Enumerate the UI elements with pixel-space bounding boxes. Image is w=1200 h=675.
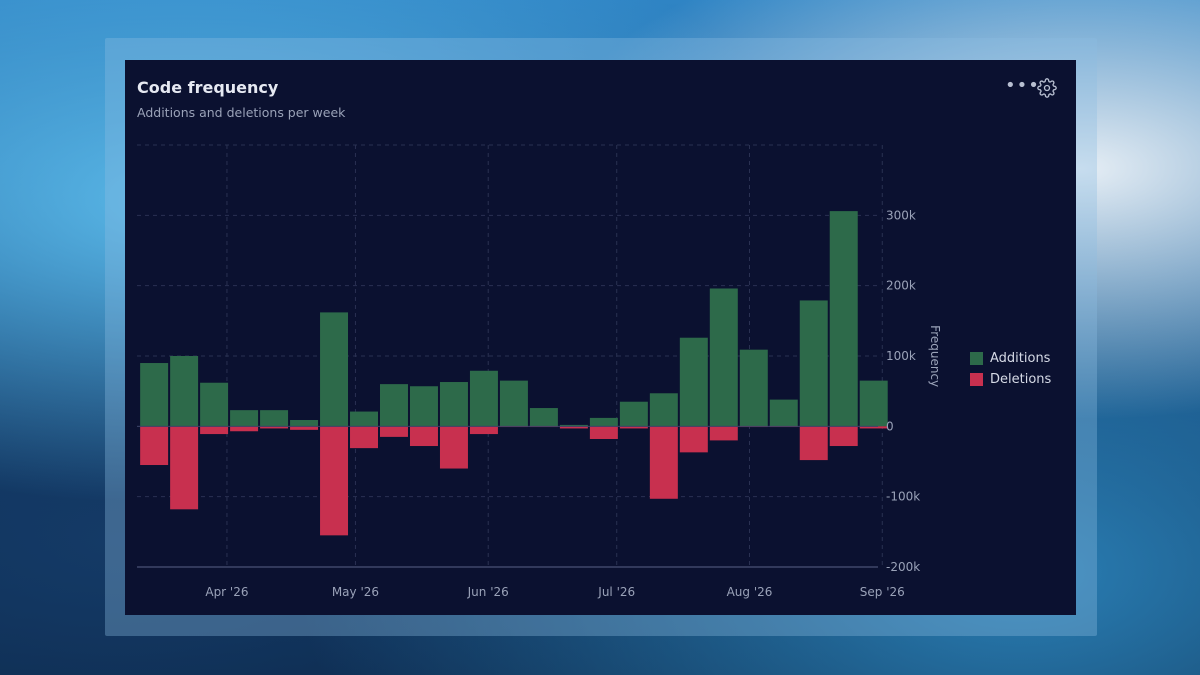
additions-bar	[439, 382, 468, 427]
additions-bar	[529, 408, 558, 427]
additions-swatch	[970, 352, 983, 365]
deletions-bar	[619, 426, 648, 429]
legend-item-deletions[interactable]: Deletions	[970, 369, 1051, 390]
deletions-bar	[799, 426, 828, 461]
legend: Additions Deletions	[970, 348, 1051, 390]
y-tick-label: 0	[886, 419, 894, 433]
deletions-bar	[649, 426, 678, 499]
legend-label-deletions: Deletions	[990, 372, 1052, 387]
additions-bar	[469, 370, 498, 427]
x-tick-label: Jul '26	[597, 585, 635, 599]
grid	[137, 144, 883, 567]
y-tick-label: 300k	[886, 208, 916, 222]
more-options-button[interactable]: •••	[1005, 76, 1039, 100]
deletions-bar	[679, 426, 708, 453]
additions-bar	[559, 424, 588, 427]
deletions-bar	[260, 426, 289, 429]
additions-bar	[799, 300, 828, 427]
additions-bar	[320, 312, 349, 427]
additions-bar	[140, 363, 169, 427]
deletions-bar	[140, 426, 169, 466]
deletions-bar	[230, 426, 259, 432]
y-tick-label: -100k	[886, 490, 920, 504]
x-tick-label: Jun '26	[467, 585, 509, 599]
y-tick-label: -200k	[886, 560, 920, 574]
deletions-bar	[200, 426, 229, 435]
more-horizontal-icon: •••	[1005, 75, 1040, 96]
additions-bar	[260, 410, 289, 427]
additions-bar	[679, 337, 708, 427]
code-frequency-card: Code frequency Additions and deletions p…	[125, 60, 1076, 615]
deletions-bar	[859, 426, 888, 429]
additions-bar	[649, 393, 678, 427]
x-tick-label: Sep '26	[860, 585, 905, 599]
deletions-bar	[559, 426, 588, 429]
deletions-bar	[170, 426, 199, 510]
additions-bar	[290, 420, 319, 427]
additions-bar	[170, 356, 199, 427]
y-tick-label: 200k	[886, 279, 916, 293]
card-title: Code frequency	[137, 78, 279, 97]
axes: 300k 200k 100k 0 -100k -200k Apr '26 May '26 Jun…	[137, 208, 942, 599]
additions-bar	[619, 401, 648, 427]
legend-item-additions[interactable]: Additions	[970, 348, 1051, 369]
additions-bar	[350, 411, 379, 427]
deletions-bar	[409, 426, 438, 447]
deletions-bar	[290, 426, 319, 430]
gear-icon	[1037, 78, 1057, 98]
additions-bar	[409, 386, 438, 427]
deletions-bar	[589, 426, 618, 439]
x-tick-label: Apr '26	[205, 585, 248, 599]
code-frequency-chart: 300k 200k 100k 0 -100k -200k Apr '26 May '26 Jun…	[137, 144, 942, 599]
bars	[140, 211, 888, 536]
settings-button[interactable]	[1037, 78, 1059, 100]
legend-label-additions: Additions	[990, 351, 1051, 366]
y-tick-label: 100k	[886, 349, 916, 363]
x-tick-label: Aug '26	[727, 585, 773, 599]
deletions-bar	[469, 426, 498, 435]
additions-bar	[739, 349, 768, 427]
deletions-swatch	[970, 373, 983, 386]
additions-bar	[709, 288, 738, 427]
additions-bar	[499, 380, 528, 427]
additions-bar	[769, 399, 798, 427]
deletions-bar	[320, 426, 349, 536]
additions-bar	[200, 382, 229, 427]
deletions-bar	[380, 426, 408, 437]
deletions-bar	[350, 426, 379, 449]
card-subtitle: Additions and deletions per week	[137, 105, 346, 120]
deletions-bar	[829, 426, 858, 447]
deletions-bar	[709, 426, 738, 441]
x-tick-label: May '26	[332, 585, 379, 599]
additions-bar	[859, 380, 888, 427]
additions-bar	[230, 410, 259, 427]
additions-bar	[589, 417, 618, 427]
deletions-bar	[439, 426, 468, 469]
additions-bar	[829, 211, 858, 427]
additions-bar	[380, 384, 408, 427]
y-axis-title: Frequency	[928, 325, 942, 387]
